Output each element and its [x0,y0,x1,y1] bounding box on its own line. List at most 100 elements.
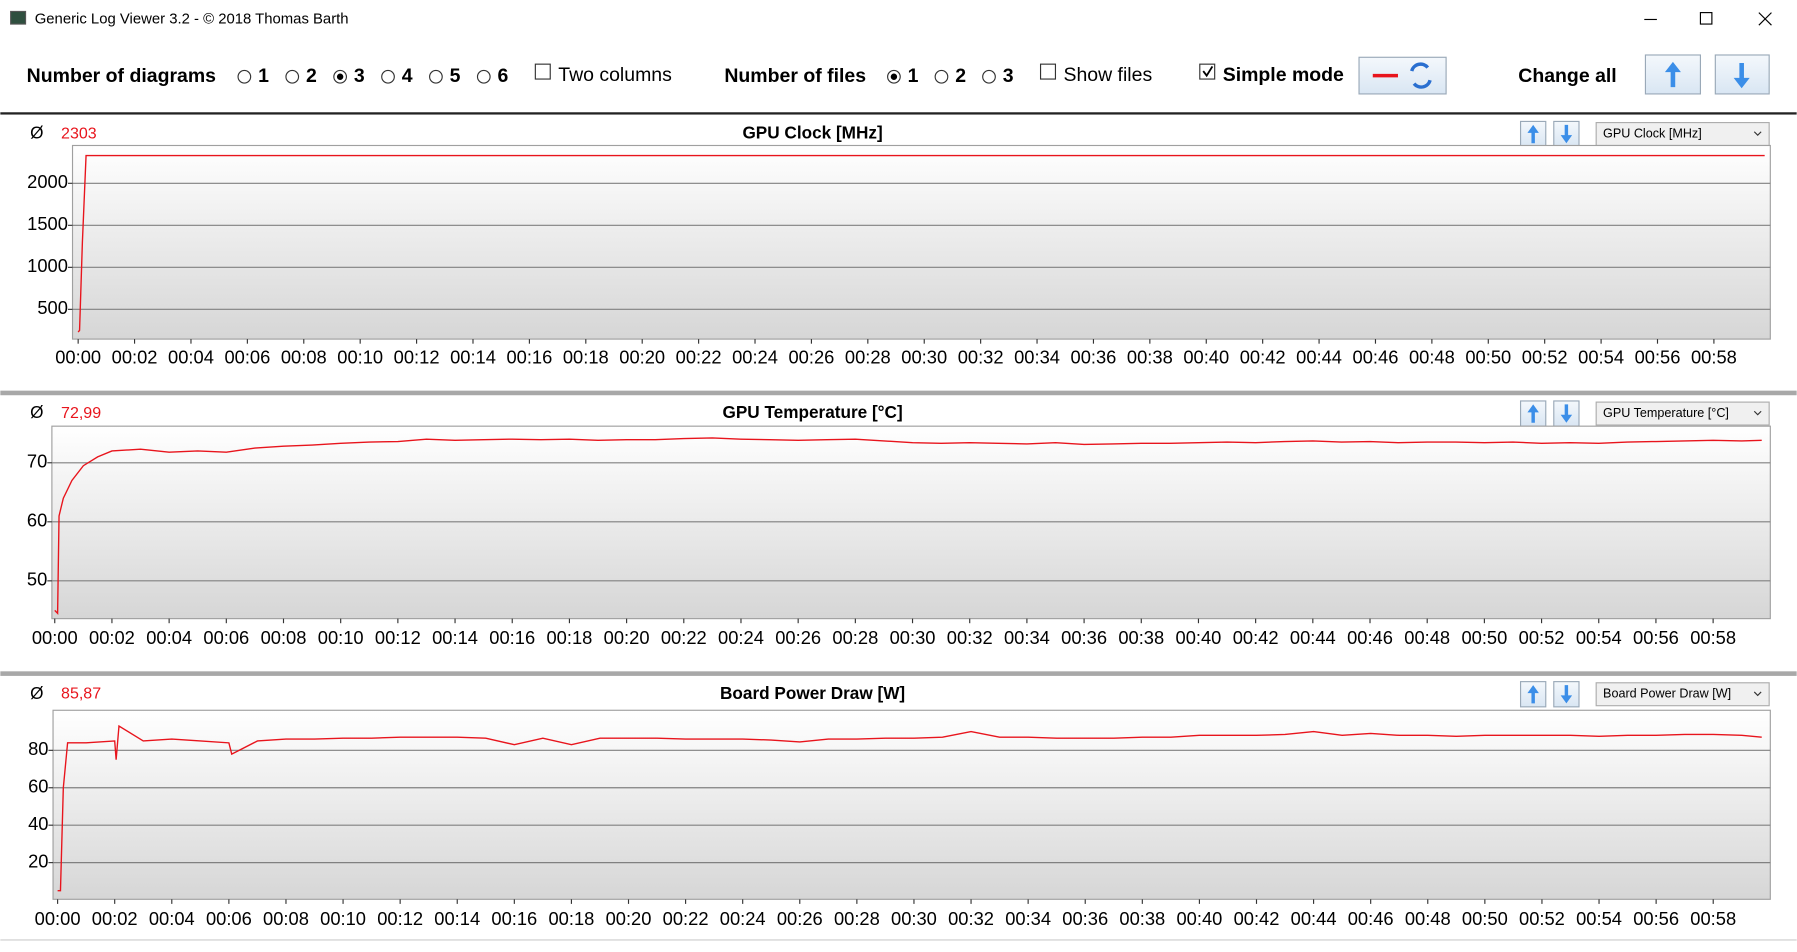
file-radio[interactable] [934,69,949,84]
x-tick-label: 00:08 [281,346,327,367]
toolbar: Number of diagrams Number of files Chang… [27,54,1770,95]
x-tick-label: 00:44 [1291,908,1337,929]
app-icon [10,10,27,25]
y-tick-label: 1000 [27,255,68,276]
x-tick-label: 00:28 [834,908,880,929]
x-tick-label: 00:48 [1404,627,1450,648]
x-tick-label: 00:28 [845,346,891,367]
x-tick-label: 00:54 [1576,627,1622,648]
down-arrow-icon [1560,404,1573,423]
x-tick-label: 00:00 [32,627,78,648]
file-option-label: 3 [1003,65,1014,87]
diagram-option-label: 2 [306,65,317,87]
diagram-radio[interactable] [429,69,443,84]
file-radio[interactable] [982,69,996,84]
x-tick-label: 00:06 [206,908,252,929]
diagram-radio-dot [336,73,344,80]
plot-area [52,709,1771,900]
x-tick-label: 00:36 [1062,908,1108,929]
x-tick-label: 00:38 [1119,908,1165,929]
x-tick-label: 00:30 [891,908,937,929]
x-tick-label: 00:20 [619,346,665,367]
dropdown-chevron [1753,131,1762,136]
x-tick-label: 00:50 [1462,908,1508,929]
average-value: 85,87 [61,684,101,702]
x-tick-label: 00:52 [1519,908,1565,929]
x-tick-label: 00:18 [549,908,595,929]
y-tick-label: 60 [27,510,47,531]
x-tick-label: 00:26 [789,346,835,367]
x-tick-label: 00:28 [832,627,878,648]
x-tick-label: 00:20 [604,627,650,648]
x-tick-label: 00:56 [1633,627,1679,648]
x-tick-label: 00:26 [777,908,823,929]
x-tick-label: 00:44 [1296,346,1342,367]
diagram-radio[interactable] [285,69,300,84]
checkbox-label: Simple mode [1223,64,1344,86]
channel-dropdown[interactable] [1595,401,1770,426]
y-tick-label: 50 [27,569,47,590]
color-button[interactable] [1358,56,1447,95]
x-tick-label: 00:24 [720,908,766,929]
x-tick-label: 00:10 [318,627,364,648]
x-tick-label: 00:56 [1635,346,1681,367]
close-button[interactable] [1758,12,1772,26]
x-tick-label: 00:24 [718,627,764,648]
x-tick-label: 00:06 [224,346,270,367]
x-tick-label: 00:52 [1522,346,1568,367]
maximize-button[interactable] [1699,12,1713,25]
y-tick-label: 40 [28,813,48,834]
up-arrow-icon [1527,685,1539,704]
x-tick-label: 00:50 [1461,627,1507,648]
data-line [77,154,1765,333]
window-title: Generic Log Viewer 3.2 - © 2018 Thomas B… [35,11,349,27]
x-tick-label: 00:38 [1118,627,1164,648]
diagram-radio[interactable] [476,69,491,84]
x-tick-label: 00:08 [263,908,309,929]
checkbox-label: Show files [1063,64,1152,86]
toolbar-divider [0,112,1797,115]
x-tick-label: 00:30 [890,627,936,648]
diagram-radio[interactable] [381,69,395,84]
average-symbol: Ø [30,402,43,422]
x-tick-label: 00:22 [663,908,709,929]
diagram-option-label: 5 [450,65,461,87]
change-all-label: Change all [1518,65,1616,87]
channel-dropdown[interactable] [1595,682,1770,707]
file-option-label: 1 [908,65,919,87]
diagram-option-label: 3 [354,65,365,87]
y-tick-label: 1500 [27,213,68,234]
x-tick-label: 00:56 [1633,908,1679,929]
y-tick-label: 60 [28,776,48,797]
x-tick-label: 00:18 [563,346,609,367]
diagram-radio[interactable] [237,69,252,84]
x-tick-label: 00:40 [1176,627,1222,648]
x-tick-label: 00:58 [1690,627,1736,648]
x-tick-label: 00:22 [661,627,707,648]
x-tick-label: 00:42 [1233,627,1279,648]
x-tick-label: 00:38 [1127,346,1173,367]
x-tick-label: 00:30 [901,346,947,367]
checkbox[interactable] [1199,63,1216,80]
dropdown-chevron [1753,410,1762,416]
x-tick-label: 00:04 [168,346,214,367]
x-tick-label: 00:18 [547,627,593,648]
x-tick-label: 00:00 [35,908,81,929]
diagram-option-label: 6 [498,65,509,87]
x-tick-label: 00:26 [775,627,821,648]
x-tick-label: 00:16 [489,627,535,648]
x-tick-label: 00:12 [394,346,440,367]
x-tick-label: 00:46 [1348,908,1394,929]
checkbox-check [1202,65,1214,78]
x-tick-label: 00:02 [89,627,135,648]
x-tick-label: 00:54 [1576,908,1622,929]
y-tick-label: 80 [28,738,48,759]
diagrams-label: Number of diagrams [27,65,216,87]
checkbox[interactable] [534,63,551,80]
chart-title: Board Power Draw [W] [720,683,905,703]
panel-divider [0,671,1797,676]
file-option-label: 2 [955,65,966,87]
average-symbol: Ø [30,683,43,703]
checkbox[interactable] [1039,63,1057,80]
x-tick-label: 00:22 [676,346,722,367]
